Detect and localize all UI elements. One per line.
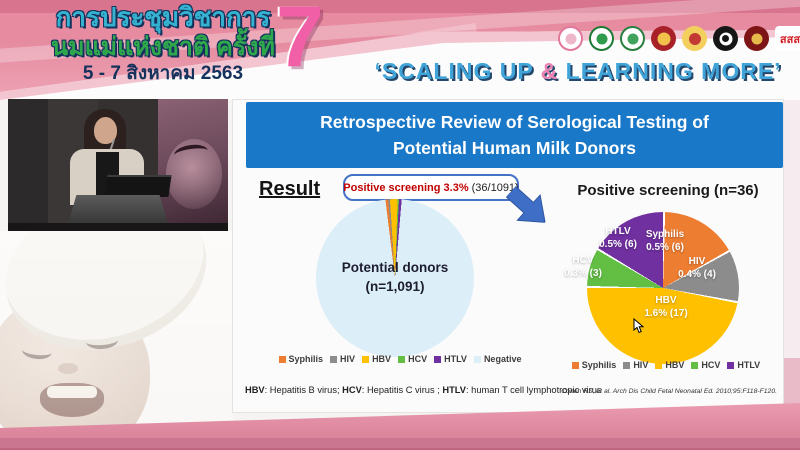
pie-label-hiv: HIV 0.4% (4) — [678, 256, 716, 280]
result-label: Result — [259, 178, 321, 200]
callout-detail: (36/1091) — [471, 181, 519, 194]
dark-red-emblem-logo-icon — [744, 26, 769, 51]
stage-floor — [8, 223, 228, 231]
legend-swatch — [623, 361, 631, 369]
positive-legend: Syphilis HIV HBV HCV HTLV — [551, 360, 781, 370]
positive-screening-callout: Positive screening 3.3% (36/1091) — [343, 174, 519, 201]
pie-label-hcv: HCV 0.3% (3) — [564, 255, 602, 279]
legend-item-hiv: HIV — [623, 360, 648, 370]
legend-swatch — [473, 355, 481, 363]
photo-fade-overlay — [0, 231, 233, 450]
slide-title: Retrospective Review of Serological Test… — [246, 102, 783, 168]
right-edge-strip — [783, 100, 800, 438]
baby-photo — [0, 231, 233, 450]
conference-title-line2: นมแม่แห่งชาติ ครั้งที่ — [51, 33, 275, 62]
slide-title-line2: Potential Human Milk Donors — [392, 138, 637, 158]
conference-date: 5 - 7 สิงหาคม 2563 — [82, 62, 244, 84]
legend-swatch — [278, 355, 286, 363]
conference-banner: การประชุมวิชาการ นมแม่แห่งชาติ ครั้งที่ … — [0, 0, 800, 100]
slogan-ampersand: & — [540, 58, 559, 84]
legend-swatch — [571, 361, 579, 369]
black-emblem-logo-icon — [713, 26, 738, 51]
legend-swatch — [655, 361, 663, 369]
presenter-face — [94, 117, 117, 144]
green-health-org2-logo-icon — [620, 26, 645, 51]
citation: Cohen RS, et al. Arch Dis Child Fetal Ne… — [561, 388, 777, 395]
sponsor-logos-row: สสส — [558, 26, 800, 51]
legend-item-hbv: HBV — [362, 354, 391, 364]
bottom-pink-strip — [0, 438, 800, 450]
pie-label-hbv: HBV 1.6% (17) — [644, 295, 688, 319]
legend-swatch — [330, 355, 338, 363]
legend-swatch — [727, 361, 735, 369]
legend-swatch — [691, 361, 699, 369]
thai-health-logo-icon: สสส — [775, 26, 800, 51]
positive-pie-chart: Syphilis 0.5% (6) HIV 0.4% (4) HBV 1.6% … — [564, 212, 739, 364]
legend-item-hiv: HIV — [330, 354, 355, 364]
projection-screen — [158, 99, 228, 231]
legend-swatch — [398, 355, 406, 363]
laptop-icon — [104, 175, 172, 197]
legend-item-negative: Negative — [473, 354, 521, 364]
donors-legend: Syphilis HIV HBV HCV HTLV Negative — [255, 354, 545, 364]
legend-item-syphilis: Syphilis — [571, 360, 616, 370]
edition-number: 7 — [276, 0, 324, 85]
legend-swatch — [362, 355, 370, 363]
pie-label-syphilis: Syphilis 0.5% (6) — [645, 229, 685, 253]
presentation-slide: Retrospective Review of Serological Test… — [232, 99, 784, 413]
flow-arrow-icon — [496, 175, 561, 240]
legend-item-syphilis: Syphilis — [278, 354, 323, 364]
slide-title-line1: Retrospective Review of Serological Test… — [320, 111, 709, 132]
legend-item-hbv: HBV — [655, 360, 684, 370]
donors-pie — [316, 199, 474, 357]
green-health-org-logo-icon — [589, 26, 614, 51]
positive-pie — [587, 212, 739, 364]
mouse-cursor-icon — [633, 317, 645, 339]
royal-emblem-logo-icon — [682, 26, 707, 51]
legend-item-htlv: HTLV — [434, 354, 467, 364]
university-crest-logo-icon — [651, 26, 676, 51]
callout-highlight: Positive screening 3.3% — [343, 181, 469, 194]
legend-item-hcv: HCV — [398, 354, 427, 364]
legend-item-hcv: HCV — [691, 360, 720, 370]
conference-slogan: ‘SCALING UP & LEARNING MORE’ — [374, 58, 782, 84]
screen-baby-image — [166, 139, 222, 209]
pie-label-htlv: HTLV 0.5% (6) — [599, 226, 637, 250]
mother-and-child-foundation-logo-icon — [558, 26, 583, 51]
donors-pie-center-label: Potential donors (n=1,091) — [341, 260, 449, 294]
conference-title-line1: การประชุมวิชาการ — [55, 2, 271, 32]
legend-item-htlv: HTLV — [727, 360, 760, 370]
legend-swatch — [434, 355, 442, 363]
abbreviation-footnote: HBV: Hepatitis B virus; HCV: Hepatitis C… — [245, 385, 602, 395]
donors-pie-chart: Potential donors (n=1,091) — [316, 199, 474, 357]
positive-screening-title: Positive screening (n=36) — [577, 182, 759, 199]
conference-title-block: การประชุมวิชาการ นมแม่แห่งชาติ ครั้งที่ … — [28, 2, 298, 84]
presenter-video — [8, 99, 228, 231]
